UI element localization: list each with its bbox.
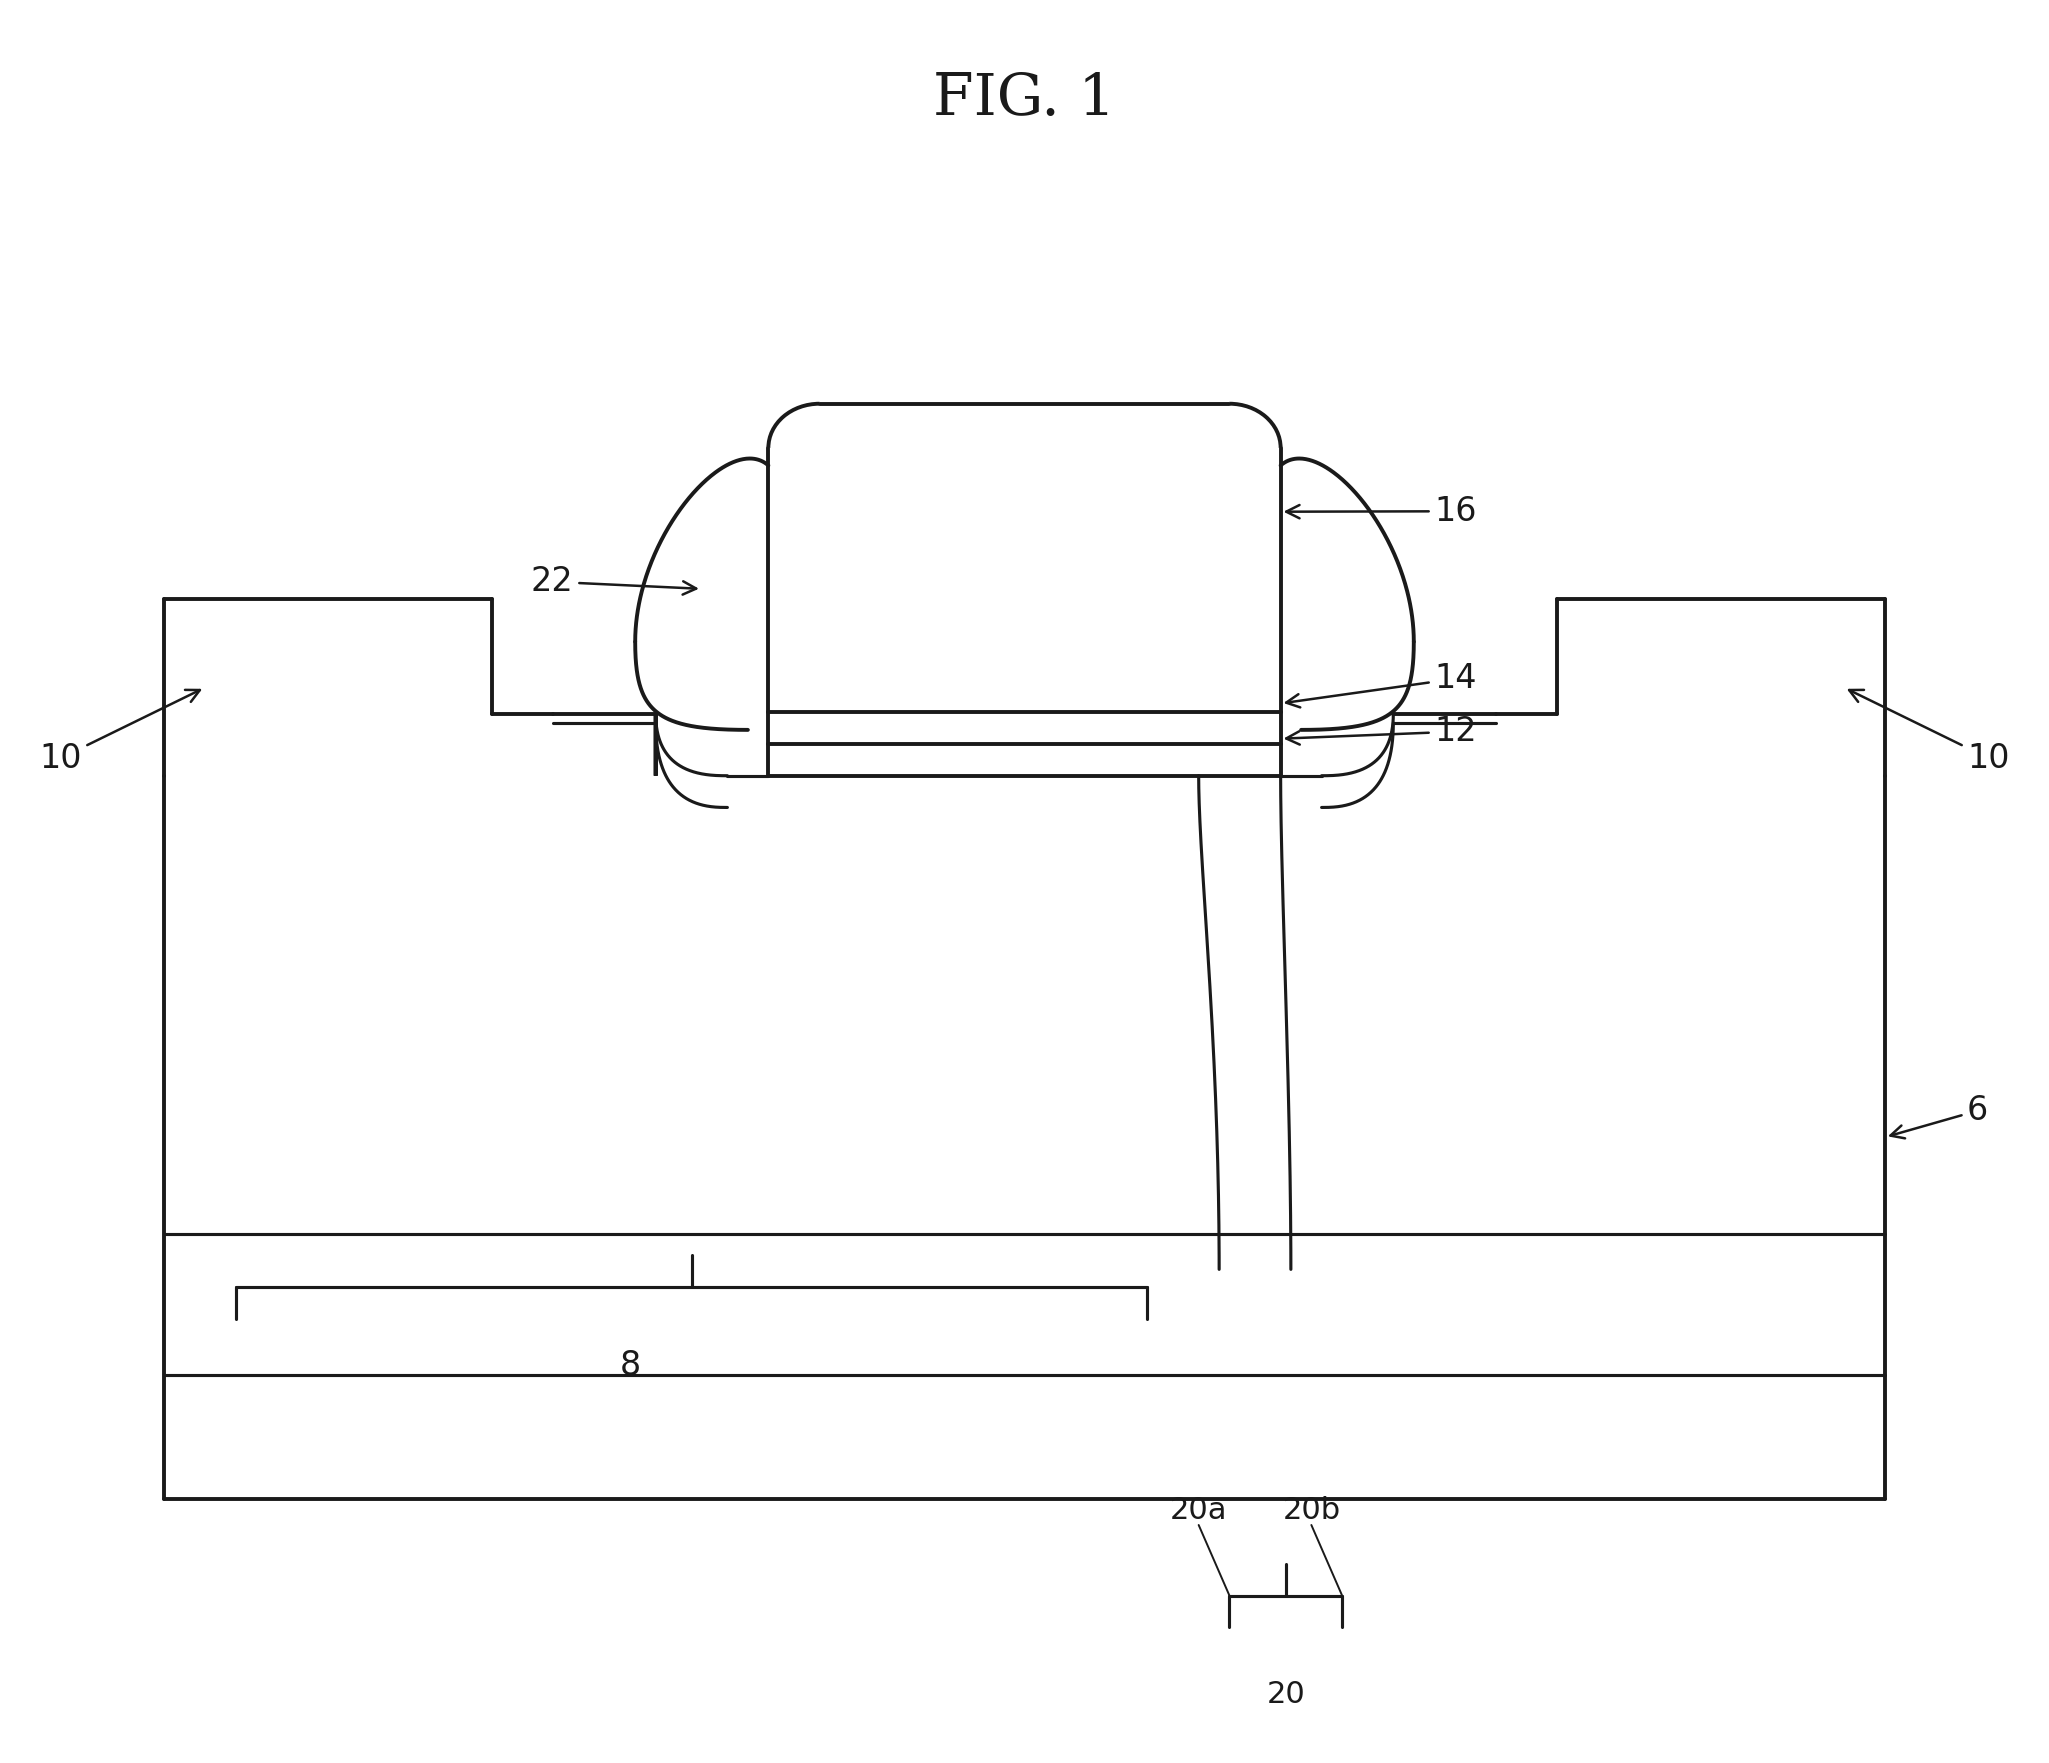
Text: FIG. 1: FIG. 1 [932,71,1117,127]
Text: 20b: 20b [1283,1497,1340,1525]
Text: 8: 8 [619,1349,641,1382]
Text: 6: 6 [1891,1095,1988,1139]
Text: 10: 10 [1848,689,2010,774]
Text: 20a: 20a [1170,1497,1227,1525]
Text: 14: 14 [1287,663,1477,707]
Text: 12: 12 [1287,716,1477,748]
Text: 20: 20 [1266,1680,1305,1708]
Text: 16: 16 [1287,495,1477,527]
Text: 10: 10 [39,689,201,774]
Text: 22: 22 [531,566,697,598]
